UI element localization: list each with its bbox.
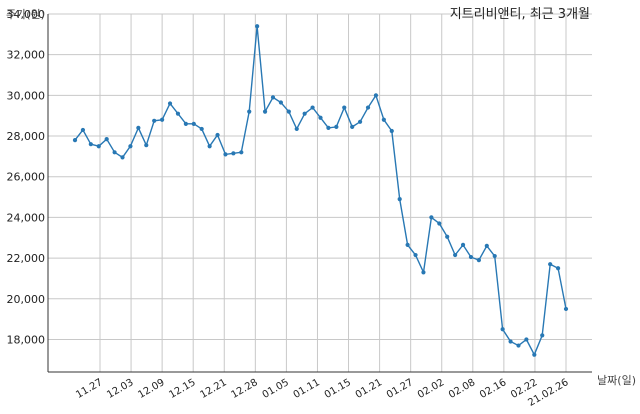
y-tick-label: 18,000 [7, 333, 46, 346]
data-point [191, 121, 196, 126]
data-point [500, 327, 505, 332]
x-tick-label: 12.15 [167, 377, 197, 401]
data-point [437, 221, 442, 226]
y-tick-label: 28,000 [7, 130, 46, 143]
data-point [484, 243, 489, 248]
y-tick-label: 34,000 [7, 8, 46, 21]
data-point [492, 253, 497, 259]
data-point [207, 144, 212, 149]
data-point [144, 143, 149, 148]
x-tick-label: 02.02 [416, 377, 446, 401]
data-point [104, 136, 109, 142]
x-tick-label: 11.27 [74, 377, 104, 401]
price-series-points [72, 24, 569, 357]
data-point [88, 142, 93, 147]
y-tick-label: 22,000 [7, 252, 46, 265]
x-tick-label: 12.28 [230, 377, 260, 401]
data-point [373, 93, 379, 98]
data-point [239, 150, 244, 155]
data-point [72, 138, 78, 143]
data-point [555, 266, 561, 271]
data-point [286, 109, 291, 114]
x-tick-label: 12.03 [105, 377, 135, 401]
y-gridlines [48, 13, 592, 340]
data-point [413, 252, 418, 258]
data-point [215, 132, 220, 138]
data-point [468, 254, 474, 260]
y-tick-label: 26,000 [7, 171, 46, 184]
x-tick-label: 01.27 [385, 377, 415, 401]
data-point [262, 109, 268, 114]
data-point [128, 144, 133, 149]
data-point [334, 124, 339, 129]
y-tick-label: 20,000 [7, 293, 46, 306]
data-point [255, 24, 260, 29]
data-point [318, 115, 323, 120]
y-tick-label: 24,000 [7, 211, 46, 224]
data-point [516, 343, 521, 348]
data-point [231, 151, 236, 156]
data-point [421, 270, 426, 275]
data-point [429, 215, 434, 220]
data-point [357, 119, 363, 124]
data-point [152, 118, 157, 123]
data-point [397, 197, 402, 202]
data-point [524, 337, 529, 342]
data-point [453, 252, 458, 258]
x-tick-label: 12.09 [136, 377, 166, 401]
x-tick-labels: 11.27 12.03 12.09 12.15 12.21 12.28 01.05 01.11… [74, 377, 570, 409]
price-series-line [74, 26, 567, 357]
data-point [508, 339, 513, 344]
y-tick-label: 32,000 [7, 49, 46, 62]
chart-title: 지트리비앤티, 최근 3개월 [450, 7, 590, 22]
data-point [112, 150, 117, 155]
x-tick-label: 01.05 [261, 377, 291, 401]
data-point [326, 125, 331, 131]
y-tick-label: 30,000 [7, 89, 46, 102]
data-point [199, 126, 204, 132]
data-point [460, 242, 466, 247]
data-point [381, 117, 386, 122]
x-tick-label: 02.08 [447, 377, 477, 401]
data-point [80, 127, 86, 133]
x-tick-label: 12.21 [198, 377, 228, 401]
data-point [175, 111, 181, 116]
data-point [365, 105, 371, 110]
data-point [294, 126, 299, 132]
data-point [120, 155, 125, 160]
data-point [563, 306, 569, 312]
x-tick-label: 02.16 [478, 377, 508, 401]
data-point [247, 109, 252, 114]
data-point [96, 144, 101, 149]
data-point [476, 258, 481, 263]
data-point [540, 333, 545, 338]
data-point [548, 262, 553, 267]
data-point [223, 152, 228, 157]
data-point [278, 100, 284, 105]
data-point [270, 95, 276, 100]
x-axis-label: 날짜(일) [597, 373, 636, 387]
y-tick-labels: 18,000 20,000 22,000 24,000 26,000 28,000 30,0… [7, 8, 46, 346]
data-point [532, 352, 537, 357]
x-tick-label: 01.21 [354, 377, 384, 401]
x-tick-label: 01.15 [323, 377, 353, 401]
x-gridlines [99, 14, 567, 372]
data-point [167, 101, 173, 106]
data-point [342, 105, 347, 110]
data-point [160, 117, 165, 122]
data-point [310, 105, 315, 110]
data-point [389, 128, 394, 134]
data-point [350, 124, 355, 129]
data-point [302, 111, 307, 116]
data-point [445, 234, 450, 239]
data-point [136, 125, 141, 131]
data-point [183, 121, 188, 126]
data-point [405, 242, 410, 247]
x-tick-label: 01.11 [292, 377, 322, 401]
y-axis-label: 주가(원) [6, 8, 45, 21]
